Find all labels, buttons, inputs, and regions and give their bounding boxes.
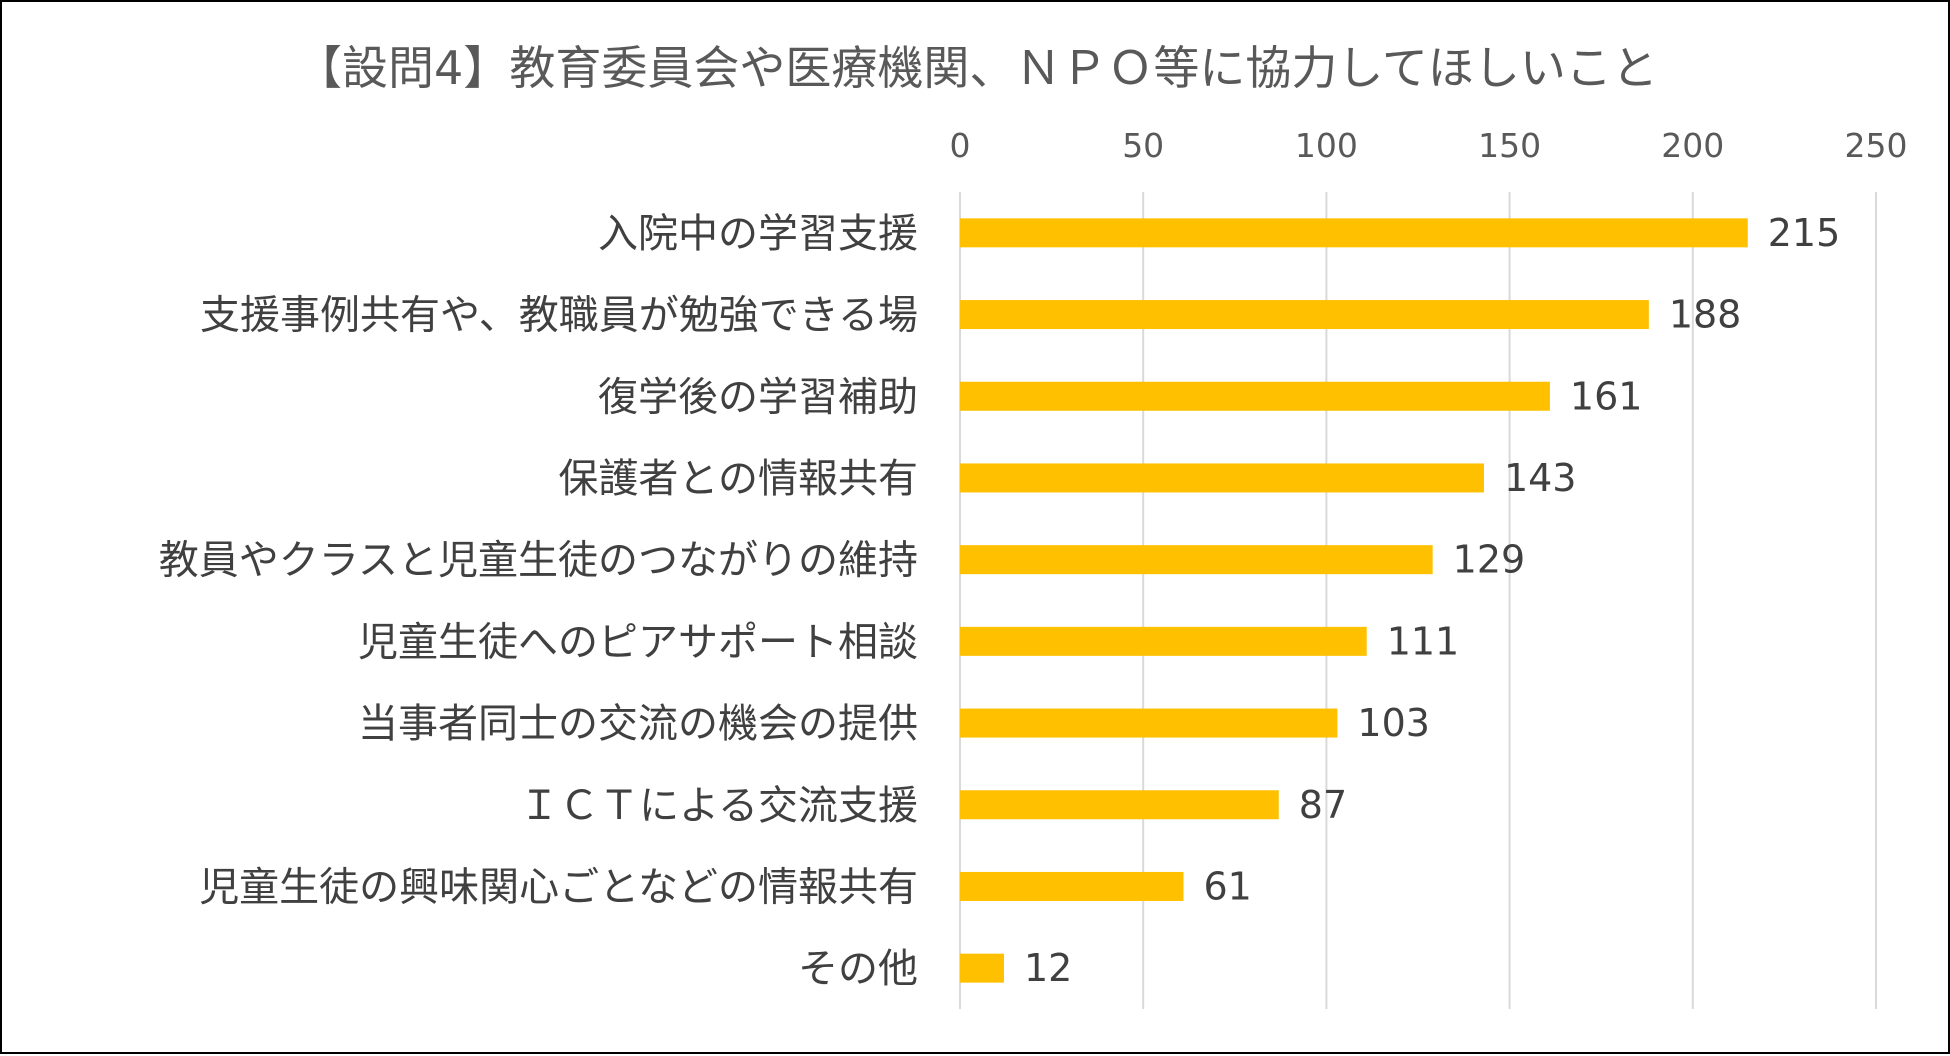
bar: [960, 790, 1279, 820]
bar: [960, 381, 1550, 411]
bar: [960, 463, 1484, 493]
category-label: 復学後の学習補助: [598, 374, 918, 420]
x-tick-label: 150: [1478, 126, 1541, 165]
category-label: 教員やクラスと児童生徒のつながりの維持: [159, 538, 918, 584]
category-labels: 入院中の学習支援支援事例共有や、教職員が勉強できる場復学後の学習補助保護者との情…: [159, 211, 918, 992]
category-label: ＩＣＴによる交流支援: [519, 783, 918, 829]
data-label: 143: [1504, 456, 1577, 500]
chart-title: 【設問4】教育委員会や医療機関、ＮＰＯ等に協力してほしいこと: [296, 41, 1658, 95]
data-label: 129: [1453, 538, 1526, 582]
category-label: 当事者同士の交流の機会の提供: [358, 701, 918, 747]
bar: [960, 953, 1004, 983]
x-tick-label: 250: [1845, 126, 1908, 165]
x-tick-label: 50: [1122, 126, 1164, 165]
bar: [960, 300, 1649, 330]
bar: [960, 708, 1338, 738]
data-label: 161: [1570, 374, 1643, 418]
bar: [960, 218, 1748, 248]
category-label: その他: [798, 946, 918, 992]
category-label: 保護者との情報共有: [558, 456, 918, 502]
data-label: 188: [1669, 293, 1742, 337]
bar: [960, 626, 1367, 656]
x-axis-ticks: 0 50 100 150 200 250: [950, 126, 1908, 165]
category-label: 入院中の学習支援: [598, 211, 918, 257]
data-label: 61: [1204, 864, 1252, 908]
data-label: 12: [1024, 946, 1072, 990]
x-tick-label: 200: [1661, 126, 1724, 165]
bars: [960, 218, 1748, 983]
bar: [960, 871, 1184, 901]
category-label: 支援事例共有や、教職員が勉強できる場: [200, 293, 918, 339]
data-label: 111: [1387, 619, 1460, 663]
bar: [960, 545, 1433, 575]
category-label: 児童生徒へのピアサポート相談: [358, 619, 918, 665]
x-tick-label: 0: [950, 126, 971, 165]
x-tick-label: 100: [1295, 126, 1358, 165]
category-label: 児童生徒の興味関心ごとなどの情報共有: [199, 864, 918, 910]
data-label: 87: [1299, 783, 1347, 827]
data-label: 215: [1768, 211, 1841, 255]
data-label: 103: [1357, 701, 1430, 745]
